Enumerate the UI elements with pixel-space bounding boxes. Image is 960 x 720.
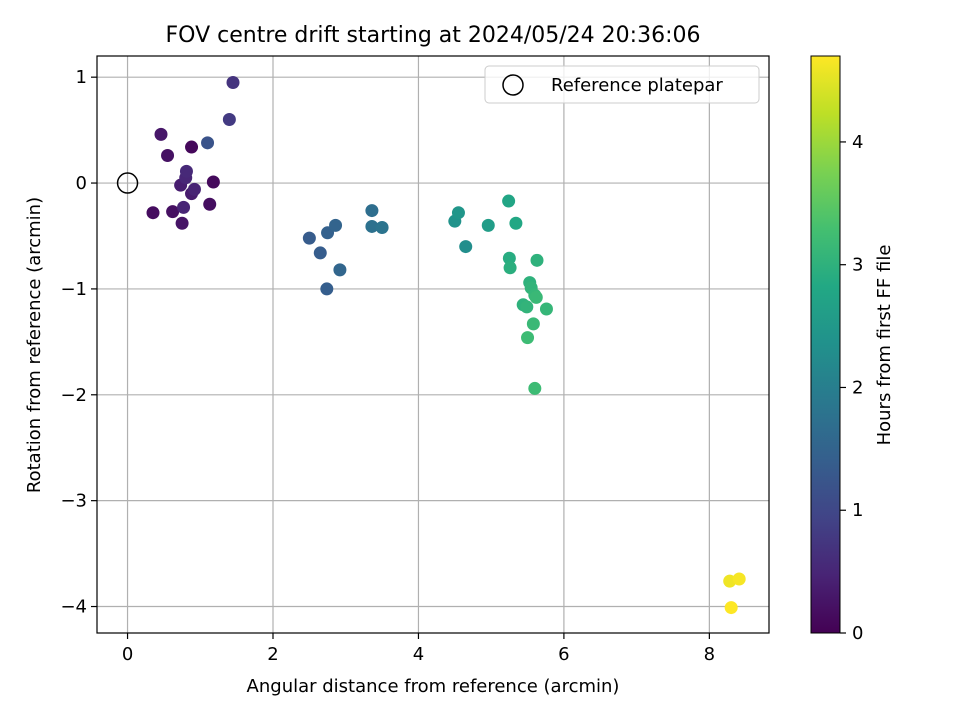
data-point bbox=[313, 246, 327, 260]
x-tick-label: 0 bbox=[122, 644, 133, 665]
colorbar-tick-label: 1 bbox=[852, 500, 863, 521]
legend: Reference platepar bbox=[484, 65, 760, 104]
y-tick-label: −3 bbox=[60, 491, 87, 512]
x-axis-ticks: 0 2 4 6 8 bbox=[122, 633, 715, 665]
data-point bbox=[222, 113, 236, 127]
legend-box bbox=[484, 65, 760, 104]
data-point bbox=[481, 218, 495, 232]
colorbar-tick-label: 4 bbox=[852, 132, 863, 153]
data-point bbox=[520, 300, 534, 314]
data-point bbox=[528, 381, 542, 395]
data-point bbox=[154, 127, 168, 141]
legend-label-reference-platepar: Reference platepar bbox=[551, 75, 723, 96]
x-axis-label: Angular distance from reference (arcmin) bbox=[247, 676, 620, 697]
plot-frame bbox=[96, 55, 770, 634]
data-point bbox=[166, 205, 180, 219]
data-point bbox=[724, 601, 738, 615]
data-point bbox=[177, 200, 191, 214]
reference-marker bbox=[116, 172, 139, 194]
y-tick-label: 0 bbox=[76, 173, 87, 194]
data-point bbox=[539, 302, 553, 316]
legend-reference-marker-icon bbox=[502, 74, 524, 96]
x-tick-label: 2 bbox=[267, 644, 278, 665]
data-points bbox=[146, 75, 746, 615]
chart-title: FOV centre drift starting at 2024/05/24 … bbox=[166, 23, 701, 48]
y-axis-ticks: 1 0 −1 −2 −3 −4 bbox=[60, 67, 97, 618]
y-tick-label: −4 bbox=[60, 597, 87, 618]
colorbar-tick-label: 3 bbox=[852, 255, 863, 276]
x-tick-label: 6 bbox=[558, 644, 569, 665]
x-tick-label: 4 bbox=[413, 644, 424, 665]
data-point bbox=[502, 194, 516, 208]
colorbar-tick-label: 0 bbox=[852, 623, 863, 644]
colorbar bbox=[810, 55, 841, 634]
data-point bbox=[365, 204, 379, 218]
data-point bbox=[320, 282, 334, 296]
colorbar-tick-label: 2 bbox=[852, 377, 863, 398]
data-point bbox=[333, 263, 347, 277]
data-point bbox=[530, 253, 544, 267]
colorbar-label: Hours from first FF file bbox=[874, 245, 895, 446]
y-axis-label: Rotation from reference (arcmin) bbox=[24, 197, 45, 493]
y-tick-label: −1 bbox=[60, 279, 87, 300]
data-point bbox=[161, 149, 175, 163]
data-point bbox=[302, 231, 316, 245]
data-point bbox=[187, 182, 201, 196]
y-tick-label: 1 bbox=[76, 67, 87, 88]
data-point bbox=[175, 216, 189, 230]
data-point bbox=[365, 219, 379, 233]
data-point bbox=[526, 317, 540, 331]
data-point bbox=[375, 221, 389, 235]
data-point bbox=[502, 251, 516, 265]
data-point bbox=[459, 240, 473, 254]
data-point bbox=[203, 197, 217, 211]
data-point bbox=[732, 572, 746, 586]
data-point bbox=[329, 218, 343, 232]
data-point bbox=[521, 331, 535, 345]
data-point bbox=[509, 216, 523, 230]
reference-platepar-point bbox=[116, 172, 139, 194]
data-point bbox=[179, 164, 193, 178]
data-point bbox=[451, 206, 465, 220]
data-point bbox=[206, 175, 220, 189]
grid bbox=[97, 56, 769, 633]
data-point bbox=[201, 136, 215, 150]
y-tick-label: −2 bbox=[60, 385, 87, 406]
data-point bbox=[503, 261, 517, 275]
data-point bbox=[146, 206, 160, 220]
colorbar-ticks: 0 1 2 3 4 bbox=[840, 132, 863, 644]
x-tick-label: 8 bbox=[704, 644, 715, 665]
data-point bbox=[529, 290, 543, 304]
data-point bbox=[226, 75, 240, 89]
data-point bbox=[185, 140, 199, 154]
